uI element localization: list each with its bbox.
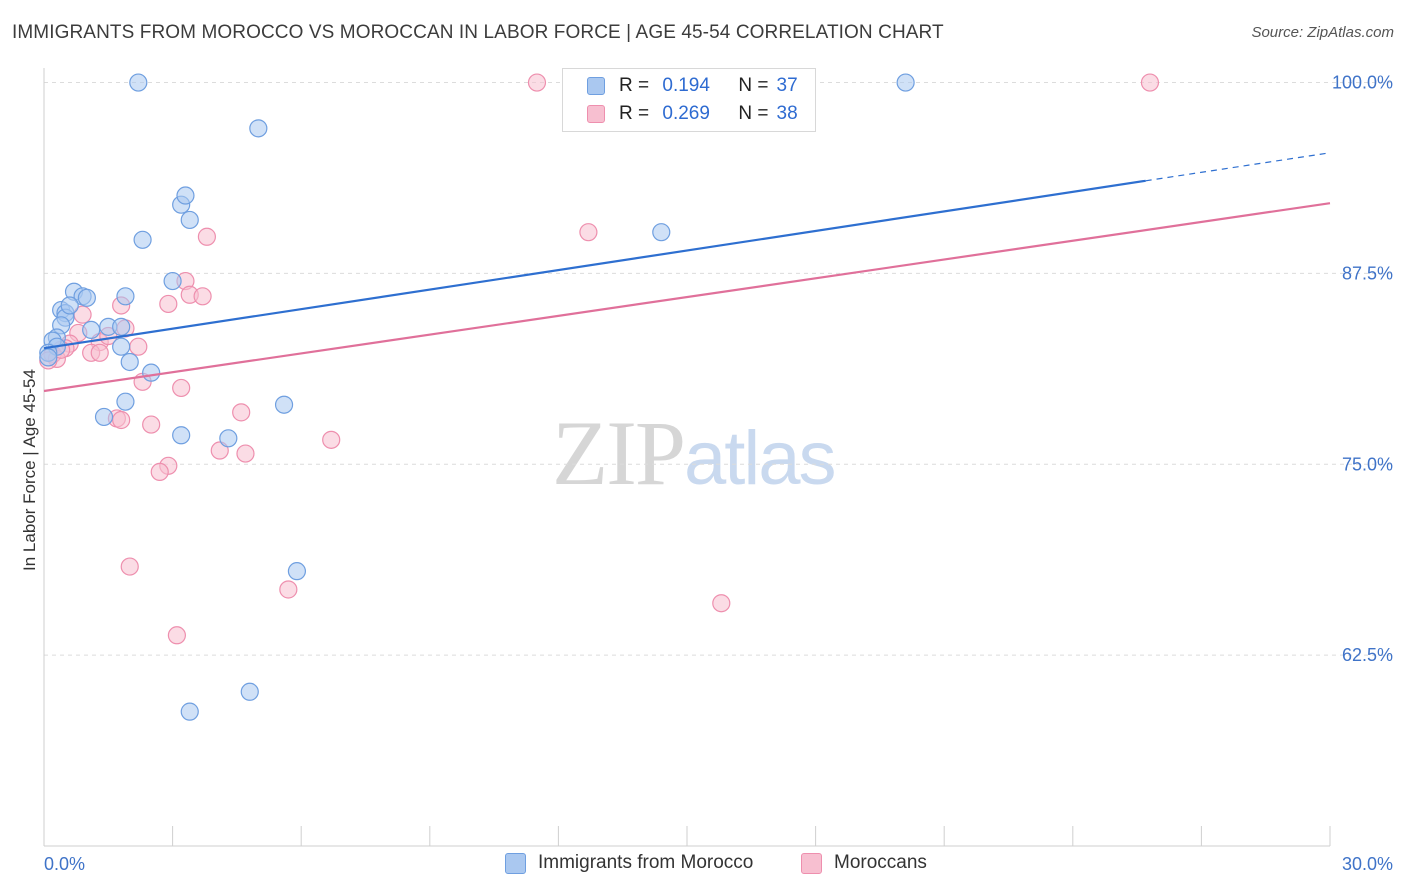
point-immigrants-from-morocco xyxy=(274,395,294,414)
trend-line xyxy=(43,202,1331,393)
point-moroccans xyxy=(193,287,212,306)
point-immigrants-from-morocco xyxy=(249,119,268,138)
point-moroccans xyxy=(90,343,109,362)
legend-r-value: 0.194 xyxy=(662,75,710,96)
point-moroccans xyxy=(1140,73,1160,92)
legend-r-label: R = xyxy=(619,75,650,96)
legend-swatch-pink xyxy=(587,105,605,123)
trend-line-extension xyxy=(1145,152,1331,182)
x-tick-label: 30.0% xyxy=(1342,854,1393,874)
legend-n-value: 37 xyxy=(776,75,798,96)
point-immigrants-from-morocco xyxy=(133,230,152,249)
point-immigrants-from-morocco xyxy=(652,223,671,242)
point-moroccans xyxy=(159,294,178,314)
legend-item-moroccans: Moroccans xyxy=(801,852,927,874)
point-immigrants-from-morocco xyxy=(120,352,139,372)
point-moroccans xyxy=(172,378,191,398)
point-moroccans xyxy=(167,626,186,645)
point-immigrants-from-morocco xyxy=(142,363,161,382)
point-immigrants-from-morocco xyxy=(112,317,131,336)
point-moroccans xyxy=(712,594,731,613)
point-immigrants-from-morocco xyxy=(176,186,195,205)
legend-r-value: 0.269 xyxy=(662,103,710,124)
watermark-zip: ZIP xyxy=(552,402,686,504)
point-immigrants-from-morocco xyxy=(94,407,114,427)
legend-swatch-pink xyxy=(801,852,822,874)
legend-swatch-blue xyxy=(587,77,605,95)
point-immigrants-from-morocco xyxy=(287,562,307,581)
legend-n-label: N = xyxy=(738,103,769,124)
point-moroccans xyxy=(129,337,148,356)
point-immigrants-from-morocco xyxy=(172,426,191,445)
legend-n-label: N = xyxy=(738,75,769,96)
point-immigrants-from-morocco xyxy=(116,287,135,306)
point-moroccans xyxy=(120,557,139,576)
stats-legend: R = 0.194 N = 37 R = 0.269 N = 38 xyxy=(562,68,816,132)
x-tick-label: 0.0% xyxy=(44,854,85,874)
point-immigrants-from-morocco xyxy=(219,429,238,448)
point-immigrants-from-morocco xyxy=(60,296,79,315)
point-immigrants-from-morocco xyxy=(240,682,259,701)
legend-r-label: R = xyxy=(619,103,650,124)
point-moroccans xyxy=(150,462,169,482)
point-moroccans xyxy=(142,415,161,434)
trend-line xyxy=(43,179,1146,350)
point-moroccans xyxy=(579,223,598,242)
source-label: Source: ZipAtlas.com xyxy=(1251,24,1394,41)
point-moroccans xyxy=(112,410,131,430)
series-legend: Immigrants from Morocco Moroccans xyxy=(0,852,1406,878)
legend-row-pink: R = 0.269 N = 38 xyxy=(587,102,798,126)
point-immigrants-from-morocco xyxy=(116,392,135,411)
point-moroccans xyxy=(279,580,298,599)
point-immigrants-from-morocco xyxy=(163,271,182,291)
y-tick-label: 87.5% xyxy=(1342,263,1393,283)
legend-item-immigrants-from-morocco: Immigrants from Morocco xyxy=(505,852,753,874)
point-immigrants-from-morocco xyxy=(112,337,131,356)
point-immigrants-from-morocco xyxy=(129,73,148,92)
y-axis-label: In Labor Force | Age 45-54 xyxy=(20,369,39,571)
watermark-atlas: atlas xyxy=(684,416,837,501)
point-immigrants-from-morocco xyxy=(77,288,96,307)
point-moroccans xyxy=(232,403,251,422)
legend-swatch-blue xyxy=(505,852,526,874)
legend-n-value: 38 xyxy=(776,103,798,124)
y-tick-label: 62.5% xyxy=(1342,645,1393,665)
point-immigrants-from-morocco xyxy=(180,702,199,721)
y-tick-label: 100.0% xyxy=(1332,73,1393,93)
chart-title: IMMIGRANTS FROM MOROCCO VS MOROCCAN IN L… xyxy=(12,22,944,43)
y-tick-label: 75.0% xyxy=(1342,454,1393,474)
point-moroccans xyxy=(527,73,547,92)
point-moroccans xyxy=(322,430,341,449)
legend-row-blue: R = 0.194 N = 37 xyxy=(587,74,798,98)
legend-label: Moroccans xyxy=(834,852,927,873)
point-immigrants-from-morocco xyxy=(180,210,199,230)
point-moroccans xyxy=(236,444,255,463)
point-immigrants-from-morocco xyxy=(82,320,101,339)
point-immigrants-from-morocco xyxy=(39,348,58,367)
point-immigrants-from-morocco xyxy=(896,73,915,92)
point-moroccans xyxy=(197,227,216,246)
legend-label: Immigrants from Morocco xyxy=(538,852,754,873)
watermark: ZIPatlas xyxy=(552,400,837,506)
